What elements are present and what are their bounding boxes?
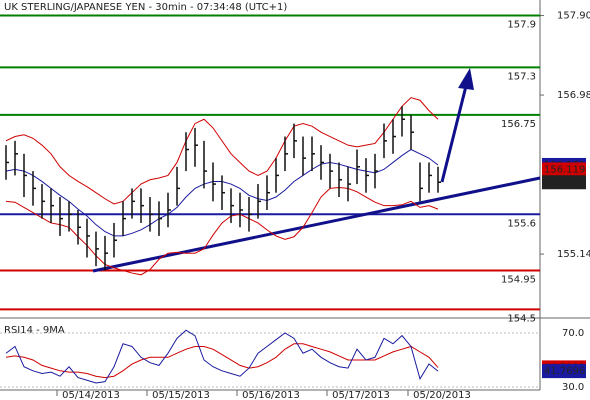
- x-tick-label: 05/14/2013: [62, 390, 120, 400]
- level-label: 157.3: [507, 71, 536, 82]
- arrow-shaft: [440, 85, 468, 183]
- rsi-tick-label: 30.0: [562, 382, 584, 393]
- value-box-label: 155.971: [544, 177, 585, 188]
- y-tick-label: 155.14: [557, 249, 590, 260]
- rsi-title: RSI14 - 9MA: [4, 325, 65, 336]
- value-box: [542, 175, 586, 190]
- x-tick-label: 05/20/2013: [413, 390, 471, 400]
- level-label: 154.95: [501, 274, 536, 285]
- value-box: [542, 364, 586, 379]
- y-tick-label: 157.90: [557, 11, 590, 22]
- arrow-head: [458, 68, 474, 90]
- rsi-tick-label: 70.0: [562, 328, 584, 339]
- level-label: 154.5: [507, 313, 536, 324]
- upper-band-line: [5, 97, 439, 205]
- level-label: 157.9: [507, 20, 536, 31]
- chart-title: UK STERLING/JAPANESE YEN - 30min - 07:34…: [4, 2, 287, 13]
- price-panel: 157.9 157.3 156.75 155.6 154.95 154.5: [0, 14, 540, 324]
- y-tick-label: 156.98: [557, 90, 590, 101]
- value-box: [542, 162, 586, 177]
- level-label: 155.6: [507, 218, 536, 229]
- trend-line: [92, 176, 541, 273]
- value-box-label: 41.7696: [544, 366, 585, 377]
- x-tick-label: 05/15/2013: [152, 390, 210, 400]
- x-tick-label: 05/17/2013: [332, 390, 390, 400]
- level-label: 156.75: [501, 119, 536, 130]
- value-box-label: 156.119: [544, 164, 585, 175]
- rsi-line: [5, 329, 439, 384]
- x-tick-label: 05/16/2013: [242, 390, 300, 400]
